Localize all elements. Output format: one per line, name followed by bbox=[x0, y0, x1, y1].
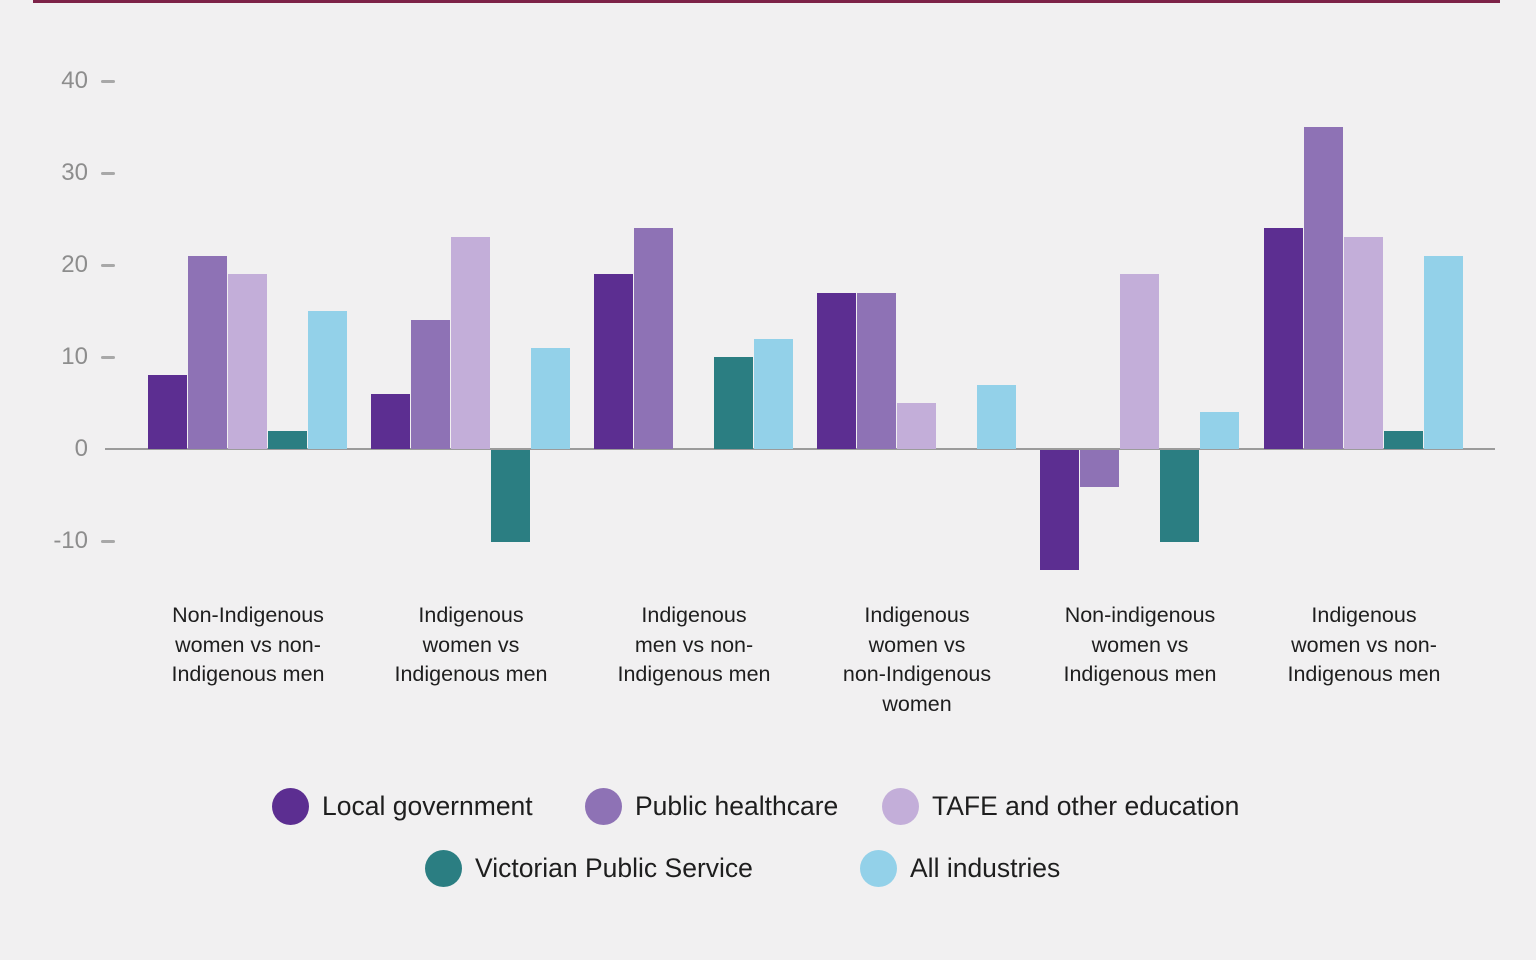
x-category-label-line: Non-Indigenous bbox=[172, 603, 324, 627]
bar-tafe-and-other-education-group1 bbox=[228, 274, 267, 449]
legend-swatch-all-industries bbox=[860, 850, 897, 887]
x-category-label-line: Indigenous bbox=[418, 603, 524, 627]
x-category-label: Indigenous women vs Indigenous men bbox=[346, 601, 596, 690]
x-category-label-line: women vs bbox=[1091, 632, 1189, 657]
x-category-label: Non-Indigenous women vs non- Indigenous me… bbox=[123, 601, 373, 690]
x-category-label-line: Indigenous men bbox=[394, 662, 548, 686]
legend-swatch-local-government bbox=[272, 788, 309, 825]
bar-local-government-group2 bbox=[371, 394, 410, 449]
x-category-label-line: women vs bbox=[422, 632, 520, 657]
bar-public-healthcare-group1 bbox=[188, 256, 227, 449]
bar-tafe-and-other-education-group5 bbox=[1120, 274, 1159, 449]
bar-victorian-public-service-group1 bbox=[268, 431, 307, 449]
bar-public-healthcare-group2 bbox=[411, 320, 450, 449]
top-edge-strip bbox=[33, 0, 1500, 3]
bar-local-government-group4 bbox=[817, 293, 856, 449]
x-category-label-line: women vs non- bbox=[175, 632, 321, 657]
bar-tafe-and-other-education-group6 bbox=[1344, 237, 1383, 449]
bar-local-government-group5 bbox=[1040, 450, 1079, 570]
legend-swatch-victorian-public-service bbox=[425, 850, 462, 887]
bar-all-industries-group6 bbox=[1424, 256, 1463, 449]
legend-label-public-healthcare: Public healthcare bbox=[635, 791, 839, 821]
x-category-label-line: Indigenous men bbox=[1063, 662, 1217, 686]
y-tick-mark bbox=[101, 172, 115, 175]
legend-swatch-tafe-and-other-education bbox=[882, 788, 919, 825]
legend-label-tafe-and-other-education: TAFE and other education bbox=[932, 791, 1240, 821]
y-axis-tick-label: 40 bbox=[61, 67, 88, 94]
bar-public-healthcare-group3 bbox=[634, 228, 673, 449]
x-category-label-line: Indigenous men bbox=[617, 662, 771, 686]
bar-victorian-public-service-group6 bbox=[1384, 431, 1423, 449]
bar-victorian-public-service-group3 bbox=[714, 357, 753, 449]
x-category-label-line: Indigenous men bbox=[1287, 662, 1441, 686]
x-category-label-line: Indigenous bbox=[641, 603, 747, 627]
y-tick-mark bbox=[101, 80, 115, 83]
bar-all-industries-group1 bbox=[308, 311, 347, 449]
bar-public-healthcare-group4 bbox=[857, 293, 896, 449]
bar-local-government-group6 bbox=[1264, 228, 1303, 449]
y-tick-mark bbox=[101, 264, 115, 267]
y-axis-tick-label: -10 bbox=[53, 527, 88, 554]
bar-all-industries-group3 bbox=[754, 339, 793, 449]
legend-label-victorian-public-service: Victorian Public Service bbox=[475, 853, 753, 883]
y-tick-mark bbox=[101, 540, 115, 543]
x-category-label-line: Indigenous men bbox=[171, 662, 325, 686]
y-axis-tick-label: 30 bbox=[61, 159, 88, 186]
legend-swatch-public-healthcare bbox=[585, 788, 622, 825]
y-axis-tick-label: 0 bbox=[74, 435, 88, 462]
x-category-label-line: Indigenous bbox=[1311, 603, 1417, 627]
bar-tafe-and-other-education-group4 bbox=[897, 403, 936, 449]
y-tick-mark bbox=[101, 356, 115, 359]
bar-victorian-public-service-group2 bbox=[491, 450, 530, 542]
x-axis-line bbox=[105, 448, 1495, 450]
x-category-label: Non-indigenous women vs Indigenous men bbox=[1015, 601, 1265, 690]
x-category-label: Indigenous women vs non-Indigenous women bbox=[792, 601, 1042, 719]
bar-all-industries-group4 bbox=[977, 385, 1016, 449]
bar-all-industries-group2 bbox=[531, 348, 570, 449]
bar-public-healthcare-group5 bbox=[1080, 450, 1119, 487]
legend-label-all-industries: All industries bbox=[910, 853, 1061, 883]
x-category-label-line: Indigenous bbox=[864, 603, 970, 627]
x-category-label: Indigenous men vs non- Indigenous men bbox=[569, 601, 819, 690]
x-category-label-line: Non-indigenous bbox=[1064, 603, 1216, 627]
x-category-label-line: non-Indigenous bbox=[842, 662, 992, 686]
bar-local-government-group3 bbox=[594, 274, 633, 449]
x-category-label-line: women bbox=[882, 691, 952, 716]
legend-label-local-government: Local government bbox=[322, 791, 533, 821]
y-axis-tick-label: 20 bbox=[61, 251, 88, 278]
x-category-label-line: women vs non- bbox=[1291, 632, 1437, 657]
bar-victorian-public-service-group5 bbox=[1160, 450, 1199, 542]
bar-local-government-group1 bbox=[148, 375, 187, 449]
bar-tafe-and-other-education-group2 bbox=[451, 237, 490, 449]
bar-all-industries-group5 bbox=[1200, 412, 1239, 449]
x-category-label-line: men vs non- bbox=[634, 632, 754, 657]
x-category-label-line: women vs bbox=[868, 632, 966, 657]
bar-public-healthcare-group6 bbox=[1304, 127, 1343, 449]
y-axis-tick-label: 10 bbox=[61, 343, 88, 370]
x-category-label: Indigenous women vs non- Indigenous men bbox=[1239, 601, 1489, 690]
